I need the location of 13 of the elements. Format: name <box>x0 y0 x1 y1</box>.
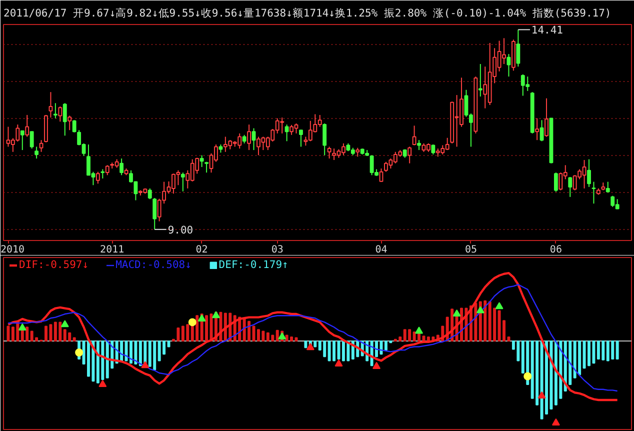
x-tick-label: 03 <box>271 244 284 256</box>
legend-label: DIF:-0.597↓ <box>19 259 89 271</box>
legend-label: DEF:-0.179↑ <box>218 259 288 271</box>
x-tick-label: 04 <box>375 244 388 256</box>
x-tick-label: 2010 <box>0 244 25 256</box>
x-tick-label: 2011 <box>100 244 124 256</box>
legend-label: MACD:-0.508↓ <box>116 259 192 271</box>
x-tick-label: 02 <box>196 244 208 256</box>
chart-subtitle: 2011/06/17 开9.67↓高9.82↓低9.55↓收9.56↓量17638↓额1714↓换1.25% 振2.80% 涨(-0.10)-1.04% 指数(5639.17) <box>4 6 612 20</box>
annotation: 14.41 <box>531 24 564 37</box>
annotation: 9.00 <box>168 224 194 236</box>
x-tick-label: 05 <box>464 244 477 256</box>
x-tick-label: 06 <box>550 244 562 256</box>
